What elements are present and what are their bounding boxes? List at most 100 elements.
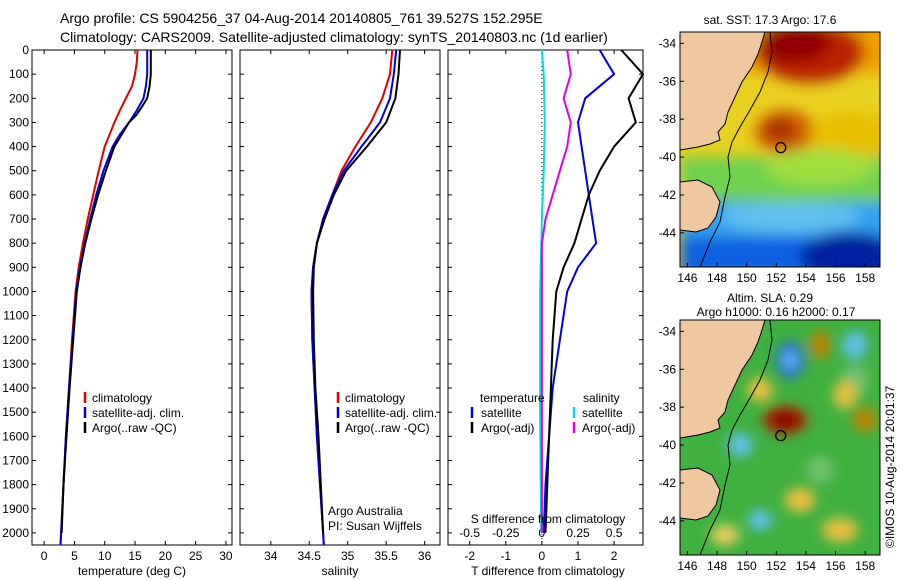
sst-map-panel: sat. SST: 17.3 Argo: 17.6 xyxy=(659,13,881,285)
series-argo-raw-qc xyxy=(312,49,401,533)
lat-tick-label: -38 xyxy=(659,400,677,414)
s-tick-label: 0.5 xyxy=(606,526,623,540)
y-tick-label: 200 xyxy=(9,91,29,105)
lon-tick-label: 158 xyxy=(855,559,875,573)
salinity-ticks: 34 34.5 35 35.5 36 xyxy=(264,50,432,563)
x-tick-label: 35 xyxy=(341,549,355,563)
lon-tick-label: 150 xyxy=(737,559,757,573)
y-tick-label: 800 xyxy=(9,236,29,250)
salinity-xlabel: salinity xyxy=(322,564,359,578)
legend-label-satellite-adj: satellite-adj. clim. xyxy=(345,406,437,420)
lon-tick-label: 146 xyxy=(677,559,697,573)
lat-tick-label: -36 xyxy=(659,74,677,88)
lon-tick-label: 152 xyxy=(766,559,786,573)
y-tick-label: 0 xyxy=(22,43,29,57)
x-tick-label: 2 xyxy=(611,549,618,563)
header-line-1: Argo profile: CS 5904256_37 04-Aug-2014 … xyxy=(60,10,543,26)
lat-tick-label: -44 xyxy=(659,514,677,528)
salinity-series xyxy=(310,49,401,546)
sst-map-frame xyxy=(679,31,881,268)
y-tick-label: 1700 xyxy=(2,453,29,467)
sst-map-lat-ticks: -34 -36 -38 -40 -42 -44 xyxy=(659,36,684,240)
tasmania xyxy=(680,179,721,233)
y-tick-label: 2000 xyxy=(2,526,29,540)
y-tick-label: 1300 xyxy=(2,357,29,371)
salinity-depth-ticks xyxy=(240,49,440,534)
lat-tick-label: -36 xyxy=(659,362,677,376)
s-tick-label: 0.25 xyxy=(566,526,590,540)
sst-map-title: sat. SST: 17.3 Argo: 17.6 xyxy=(704,13,837,27)
argo-australia-label: Argo Australia xyxy=(328,504,403,518)
series-salinity-satellite xyxy=(539,49,546,533)
difference-series xyxy=(539,49,644,533)
y-tick-label: 300 xyxy=(9,115,29,129)
lat-tick-label: -42 xyxy=(659,476,677,490)
legend-label-t-satellite: satellite xyxy=(481,406,522,420)
legend-label-argo: Argo(..raw -QC) xyxy=(92,421,177,435)
difference-depth-ticks xyxy=(448,49,643,534)
sla-map-lat-ticks: -34 -36 -38 -40 -42 -44 xyxy=(659,324,684,528)
lon-tick-label: 150 xyxy=(737,271,757,285)
legend-label-satellite-adj: satellite-adj. clim. xyxy=(92,406,184,420)
mainland-australia xyxy=(680,32,766,151)
s-tick-label: -0.25 xyxy=(492,526,520,540)
s-difference-xlabel: S difference from climatology xyxy=(471,512,626,526)
x-tick-label: 10 xyxy=(98,549,112,563)
lon-tick-label: 148 xyxy=(707,559,727,573)
y-tick-label: 1500 xyxy=(2,405,29,419)
depth-ticks: 0 100 200 300 400 500 600 700 800 900 1000 1100 1200… xyxy=(2,43,232,540)
argo-location-marker xyxy=(775,429,787,442)
imos-credit: ©IMOS 10-Aug-2014 20:01:37 xyxy=(883,385,897,548)
sla-field-patches xyxy=(711,331,877,545)
legend-label-climatology: climatology xyxy=(345,391,405,405)
legend-label-climatology: climatology xyxy=(92,391,152,405)
lon-tick-label: 154 xyxy=(796,559,816,573)
temperature-ticks: 0 5 10 15 20 25 30 xyxy=(41,50,233,563)
x-tick-label: 1 xyxy=(575,549,582,563)
x-tick-label: 35.5 xyxy=(374,549,398,563)
isobath-line xyxy=(699,320,773,555)
salinity-axes-frame xyxy=(239,49,441,546)
lon-tick-label: 156 xyxy=(826,271,846,285)
sla-map-subtitle: Argo h1000: 0.16 h2000: 0.17 xyxy=(697,305,856,319)
legend-header-temperature: temperature xyxy=(480,391,545,405)
sla-map xyxy=(680,320,880,555)
y-tick-label: 700 xyxy=(9,212,29,226)
lat-tick-label: -42 xyxy=(659,188,677,202)
sla-map-frame xyxy=(679,319,881,556)
y-tick-label: 400 xyxy=(9,140,29,154)
series-climatology xyxy=(310,49,394,546)
temperature-xlabel: temperature (deg C) xyxy=(78,564,186,578)
lon-tick-label: 156 xyxy=(826,559,846,573)
lat-tick-label: -34 xyxy=(659,324,677,338)
x-tick-label: 0 xyxy=(41,549,48,563)
isobath-line xyxy=(699,32,773,267)
tasmania xyxy=(680,467,721,521)
legend-label-t-argo: Argo(-adj) xyxy=(481,421,534,435)
x-tick-label: 34 xyxy=(264,549,278,563)
x-tick-label: 20 xyxy=(159,549,173,563)
y-tick-label: 1900 xyxy=(2,502,29,516)
series-climatology xyxy=(59,49,139,546)
x-tick-label: 5 xyxy=(71,549,78,563)
sla-map-title: Altim. SLA: 0.29 xyxy=(727,291,813,305)
series-temperature-satellite xyxy=(542,49,616,533)
lon-tick-label: 152 xyxy=(766,271,786,285)
x-tick-label: 34.5 xyxy=(298,549,322,563)
lon-tick-label: 154 xyxy=(796,271,816,285)
series-satellite-adj-clim xyxy=(59,50,149,546)
lon-tick-label: 148 xyxy=(707,271,727,285)
difference-panel: -2 -1 0 1 2 -0.5 -0.25 0 0.25 0.5 T difference fr… xyxy=(447,49,644,578)
y-tick-label: 1400 xyxy=(2,381,29,395)
lat-tick-label: -40 xyxy=(659,438,677,452)
legend-label-s-argo: Argo(-adj) xyxy=(582,421,635,435)
temperature-panel: 0100200300400500600700800900100011001200… xyxy=(2,43,233,578)
lat-tick-label: -44 xyxy=(659,226,677,240)
argo-location-marker xyxy=(775,141,787,154)
x-tick-label: 25 xyxy=(189,549,203,563)
y-tick-label: 1800 xyxy=(2,478,29,492)
x-tick-label: 0 xyxy=(539,549,546,563)
lat-tick-label: -38 xyxy=(659,112,677,126)
y-tick-label: 1000 xyxy=(2,284,29,298)
